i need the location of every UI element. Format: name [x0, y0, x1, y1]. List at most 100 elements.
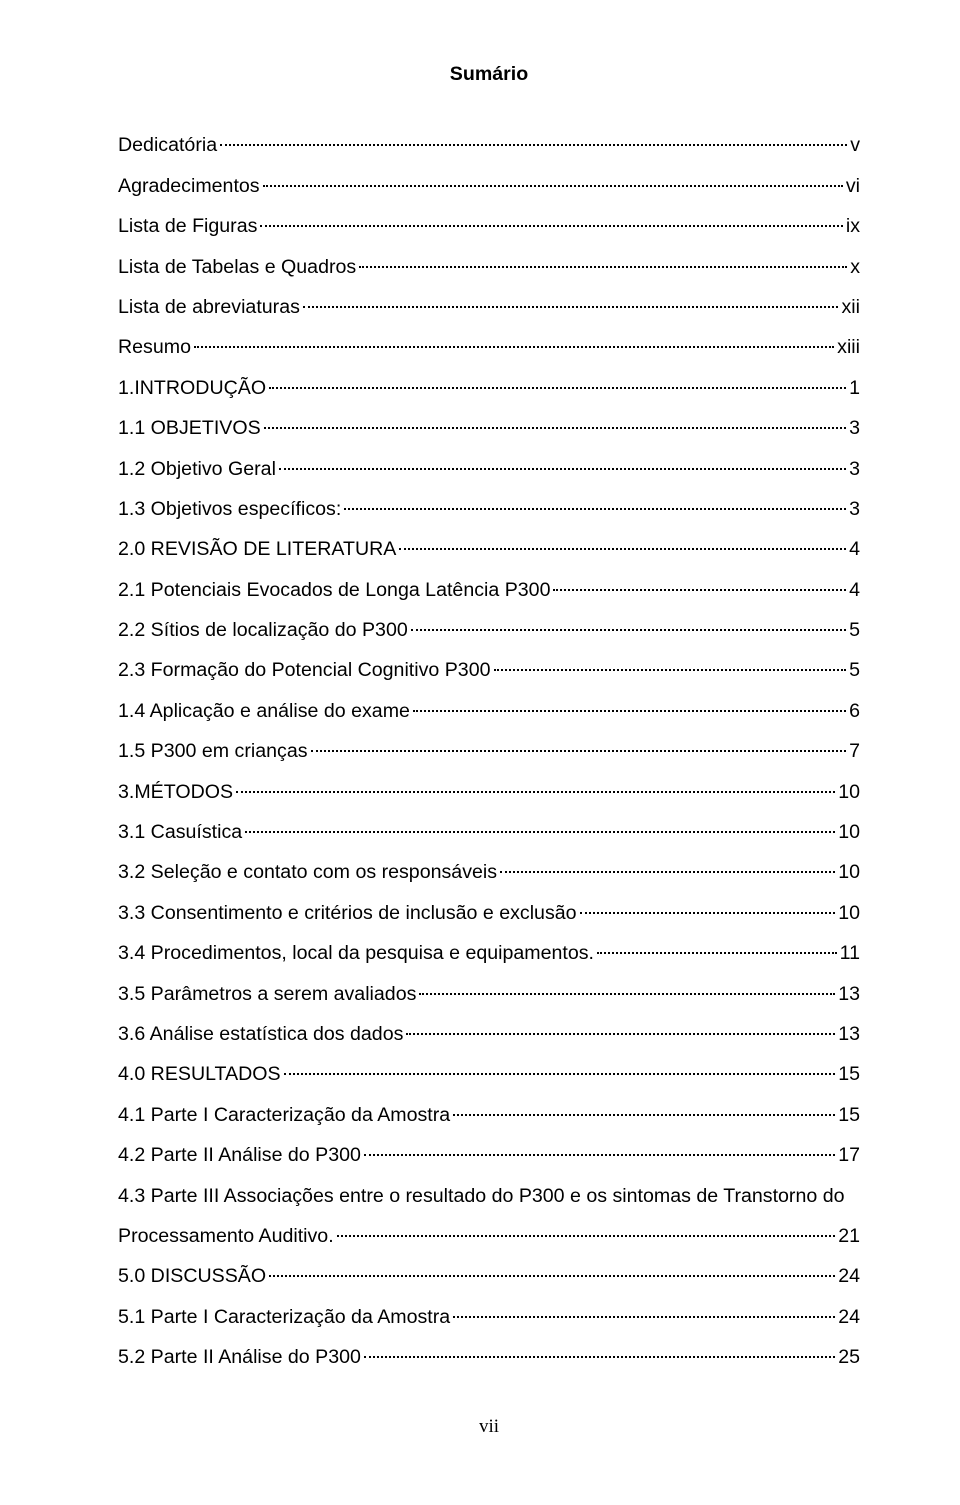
toc-entry: 3.5 Parâmetros a serem avaliados 13 [118, 980, 860, 1009]
toc-entry-label: 5.0 DISCUSSÃO [118, 1262, 266, 1291]
toc-entry-label: 5.1 Parte I Caracterização da Amostra [118, 1303, 450, 1332]
toc-entry-page: 6 [849, 697, 860, 726]
toc-entry-label: 1.4 Aplicação e análise do exame [118, 697, 410, 726]
toc-entry: Dedicatóriav [118, 131, 860, 160]
toc-entry: 1.INTRODUÇÃO 1 [118, 374, 860, 403]
toc-entry-label: 2.0 REVISÃO DE LITERATURA [118, 535, 396, 564]
toc-entry-page: 10 [838, 818, 860, 847]
toc-entry: 1.4 Aplicação e análise do exame 6 [118, 697, 860, 726]
toc-entry: 4.2 Parte II Análise do P300 17 [118, 1141, 860, 1170]
toc-leader [580, 908, 836, 914]
toc-entry: 4.1 Parte I Caracterização da Amostra15 [118, 1101, 860, 1130]
toc-entry-page: 5 [849, 656, 860, 685]
toc-entry-label: 3.3 Consentimento e critérios de inclusã… [118, 899, 577, 928]
toc-entry: 3.MÉTODOS10 [118, 778, 860, 807]
toc-entry-page: 3 [849, 414, 860, 443]
toc-entry-page: 13 [838, 980, 860, 1009]
toc-entry: 2.1 Potenciais Evocados de Longa Latênci… [118, 576, 860, 605]
toc-entry-page: v [850, 131, 860, 160]
toc-entry-page: 17 [838, 1141, 860, 1170]
toc-entry: 2.0 REVISÃO DE LITERATURA 4 [118, 535, 860, 564]
toc-entry-label: 1.1 OBJETIVOS [118, 414, 261, 443]
toc-entry: Processamento Auditivo. 21 [118, 1222, 860, 1251]
toc-leader [500, 868, 835, 874]
toc-leader [344, 504, 846, 510]
toc-entry-label: 4.2 Parte II Análise do P300 [118, 1141, 361, 1170]
toc-list: Dedicatóriav Agradecimentosvi Lista de Fig… [118, 131, 860, 1372]
toc-leader [494, 666, 847, 672]
toc-leader [279, 464, 846, 470]
toc-entry-label: 5.2 Parte II Análise do P300 [118, 1343, 361, 1372]
toc-leader [364, 1352, 835, 1358]
page-number-footer: vii [118, 1413, 860, 1442]
toc-entry-label: Lista de Figuras [118, 212, 257, 241]
toc-entry-label: 3.4 Procedimentos, local da pesquisa e e… [118, 939, 594, 968]
toc-entry-label: 2.1 Potenciais Evocados de Longa Latênci… [118, 576, 550, 605]
toc-entry-label: Lista de Tabelas e Quadros [118, 253, 356, 282]
toc-entry-page: 15 [838, 1060, 860, 1089]
toc-leader [413, 706, 846, 712]
toc-leader [337, 1231, 836, 1237]
toc-entry-page: 24 [838, 1303, 860, 1332]
toc-entry-page: 4 [849, 535, 860, 564]
toc-leader [597, 948, 837, 954]
toc-leader [269, 1271, 835, 1277]
toc-entry-label: 1.5 P300 em crianças [118, 737, 308, 766]
toc-entry: 2.3 Formação do Potencial Cognitivo P300… [118, 656, 860, 685]
toc-entry: 1.1 OBJETIVOS 3 [118, 414, 860, 443]
toc-leader [453, 1312, 835, 1318]
toc-entry-label: 4.0 RESULTADOS [118, 1060, 281, 1089]
toc-leader [419, 989, 835, 995]
toc-entry-label: 1.INTRODUÇÃO [118, 374, 266, 403]
toc-entry: 1.5 P300 em crianças7 [118, 737, 860, 766]
toc-leader [236, 787, 835, 793]
toc-leader [553, 585, 846, 591]
toc-entry-page: vi [846, 172, 860, 201]
toc-entry: 2.2 Sítios de localização do P3005 [118, 616, 860, 645]
toc-entry-page: 24 [838, 1262, 860, 1291]
toc-entry-page: 10 [838, 899, 860, 928]
toc-entry: Lista de abreviaturasxii [118, 293, 860, 322]
toc-entry-page: x [850, 253, 860, 282]
toc-entry: 4.3 Parte III Associações entre o result… [118, 1182, 860, 1211]
toc-entry: 4.0 RESULTADOS 15 [118, 1060, 860, 1089]
toc-entry-label: 3.2 Seleção e contato com os responsávei… [118, 858, 497, 887]
toc-leader [359, 262, 847, 268]
toc-entry-page: 10 [838, 778, 860, 807]
toc-leader [220, 140, 847, 146]
toc-leader [311, 746, 847, 752]
toc-entry-page: ix [846, 212, 860, 241]
toc-entry: Resumoxiii [118, 333, 860, 362]
toc-entry: Lista de Tabelas e Quadros x [118, 253, 860, 282]
toc-leader [364, 1150, 835, 1156]
toc-entry-page: 25 [838, 1343, 860, 1372]
toc-entry: 1.3 Objetivos específicos: 3 [118, 495, 860, 524]
toc-entry-label: 2.3 Formação do Potencial Cognitivo P300 [118, 656, 491, 685]
toc-entry-page: 1 [849, 374, 860, 403]
toc-entry: 3.3 Consentimento e critérios de inclusã… [118, 899, 860, 928]
toc-entry-label: 3.6 Análise estatística dos dados [118, 1020, 403, 1049]
toc-entry-label: 4.1 Parte I Caracterização da Amostra [118, 1101, 450, 1130]
toc-entry-label: 1.3 Objetivos específicos: [118, 495, 341, 524]
toc-entry-label: 3.1 Casuística [118, 818, 242, 847]
toc-title: Sumário [118, 60, 860, 89]
toc-entry: 5.2 Parte II Análise do P300 25 [118, 1343, 860, 1372]
toc-leader [269, 383, 846, 389]
toc-leader [263, 181, 843, 187]
toc-leader [453, 1110, 835, 1116]
toc-leader [411, 625, 846, 631]
toc-leader [245, 827, 835, 833]
toc-leader [264, 423, 846, 429]
toc-leader [406, 1029, 835, 1035]
document-page: Sumário Dedicatóriav Agradecimentosvi List… [0, 0, 960, 1505]
toc-entry: Agradecimentosvi [118, 172, 860, 201]
toc-entry: Lista de Figuras ix [118, 212, 860, 241]
toc-entry: 3.2 Seleção e contato com os responsávei… [118, 858, 860, 887]
toc-entry-label: 3.5 Parâmetros a serem avaliados [118, 980, 416, 1009]
toc-entry-page: 3 [849, 495, 860, 524]
toc-entry-label: Processamento Auditivo. [118, 1222, 334, 1251]
toc-entry-label: Resumo [118, 333, 191, 362]
toc-entry-page: 21 [838, 1222, 860, 1251]
toc-entry: 3.6 Análise estatística dos dados13 [118, 1020, 860, 1049]
toc-entry: 3.4 Procedimentos, local da pesquisa e e… [118, 939, 860, 968]
